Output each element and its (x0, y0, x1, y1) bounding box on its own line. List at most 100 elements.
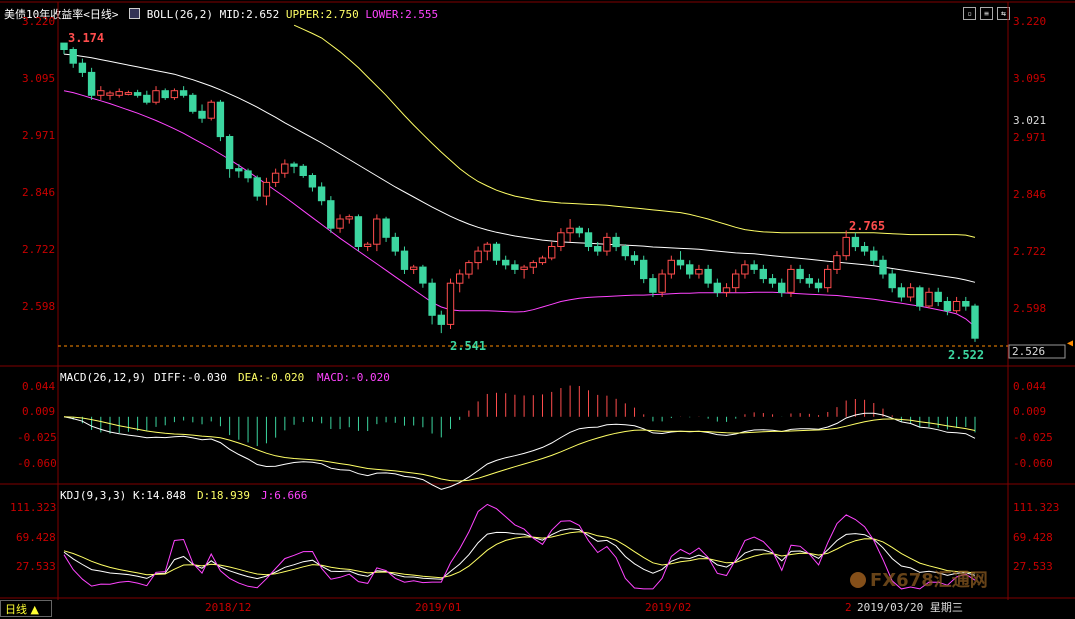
candle-body (511, 264, 519, 270)
macd-tick: 0.009 (22, 405, 55, 418)
high-annotation: 3.174 (68, 31, 104, 45)
kdj-tick: 111.323 (1013, 501, 1059, 514)
candle-body (916, 287, 924, 307)
candle-body (888, 273, 896, 289)
candle-body (170, 90, 179, 99)
boll-lower: LOWER:2.555 (365, 8, 439, 21)
macd-tick: -0.025 (17, 431, 57, 444)
candle-body (492, 243, 501, 261)
macd-dea-line (63, 416, 976, 482)
candle-body (925, 291, 933, 307)
list-icon[interactable]: ≡ (980, 7, 993, 20)
last-low-annotation: 2.522 (948, 348, 984, 362)
candle-body (133, 92, 142, 96)
candle-body (713, 282, 721, 293)
candle-body (649, 278, 657, 293)
price-tick-extra: 3.021 (1013, 114, 1046, 127)
macd-tick: 0.009 (1013, 405, 1046, 418)
candle-body (87, 71, 96, 96)
candle-body (548, 246, 556, 259)
main-chart-header: 美债10年收益率<日线> BOLL(26,2) MID:2.652 UPPER:… (4, 6, 438, 22)
kdj-j: J:6.666 (261, 489, 307, 502)
candle-body (630, 255, 639, 261)
boll-upper-line (293, 24, 976, 238)
current-price-box (1008, 344, 1066, 359)
candle-body (474, 250, 482, 264)
candle-body (621, 246, 629, 257)
candle-body (750, 264, 758, 270)
kdj-k: K:14.848 (133, 489, 186, 502)
candle-body (778, 282, 786, 293)
candle-body (686, 264, 694, 275)
candle-body (317, 186, 326, 202)
macd-tick: 0.044 (1013, 380, 1046, 393)
period-tab-label: 日线 ▲ (5, 603, 39, 616)
candle-body (805, 278, 813, 284)
candle-body (308, 175, 317, 188)
candle-body (594, 246, 602, 252)
candle-body (566, 227, 574, 234)
switch-icon[interactable]: ⇆ (997, 7, 1010, 20)
price-tick: 2.846 (1013, 188, 1046, 201)
candle-body (216, 101, 225, 138)
price-tick: 3.095 (22, 72, 55, 85)
candle-body (704, 268, 712, 284)
candle-body (860, 246, 869, 252)
boll-name: BOLL(26,2) (146, 8, 213, 21)
boll-lines (63, 24, 976, 328)
candle-body (833, 255, 841, 270)
candle-body (741, 264, 749, 275)
candle-body (410, 266, 418, 270)
candle-body (198, 110, 206, 119)
candle-body (759, 268, 767, 280)
candle-body (971, 305, 979, 339)
candle-body (345, 216, 353, 220)
kdj-d: D:18.939 (197, 489, 250, 502)
kdj-tick: 69.428 (1013, 531, 1053, 544)
candle-body (327, 200, 335, 229)
price-tick: 3.095 (1013, 72, 1046, 85)
candle-body (897, 287, 906, 298)
kdj-name: KDJ(9,3,3) (60, 489, 126, 502)
candle-body (225, 136, 234, 170)
candle-body (538, 257, 547, 264)
instrument-name: 美债10年收益率 (4, 8, 84, 21)
candle-body (640, 259, 648, 280)
peak-annotation: 2.765 (849, 219, 885, 233)
date-label: 2019/02 (645, 601, 691, 614)
restore-icon[interactable]: ▫ (963, 7, 976, 20)
candle-body (962, 301, 970, 307)
kdj-tick: 27.533 (1013, 560, 1053, 573)
candle-body (722, 287, 731, 293)
boll-mid-line (63, 53, 976, 283)
date-axis: 2018/12 2019/01 2019/02 2 2019/03/20 星期三 (205, 601, 963, 614)
macd-value: MACD:-0.020 (317, 371, 390, 384)
price-tick: 2.598 (22, 300, 55, 313)
watermark: FX678汇通网 (850, 566, 988, 592)
kdj-tick: 27.533 (16, 560, 56, 573)
candle-body (60, 42, 68, 50)
price-tick: 2.971 (1013, 131, 1046, 144)
kdj-tick: 111.323 (10, 501, 56, 514)
candle-body (529, 262, 537, 268)
candle-body (69, 49, 77, 64)
price-tick: 3.220 (22, 15, 55, 28)
candle-body (612, 236, 620, 248)
boll-mid: MID:2.652 (219, 8, 280, 21)
macd-dea: DEA:-0.020 (238, 371, 304, 384)
candle-body (354, 216, 363, 247)
date-label: 2 (845, 601, 852, 614)
candle-body (667, 259, 675, 275)
candle-body (842, 236, 850, 257)
candle-body (189, 94, 197, 112)
price-tick: 2.598 (1013, 302, 1046, 315)
candle-body (179, 90, 188, 96)
period-tab[interactable]: 日线 ▲ (0, 600, 52, 617)
price-tick: 2.722 (22, 243, 55, 256)
low-annotation: 2.541 (450, 339, 486, 353)
candle-body (437, 314, 446, 325)
date-label: 2018/12 (205, 601, 251, 614)
macd-tick: -0.025 (1013, 431, 1053, 444)
